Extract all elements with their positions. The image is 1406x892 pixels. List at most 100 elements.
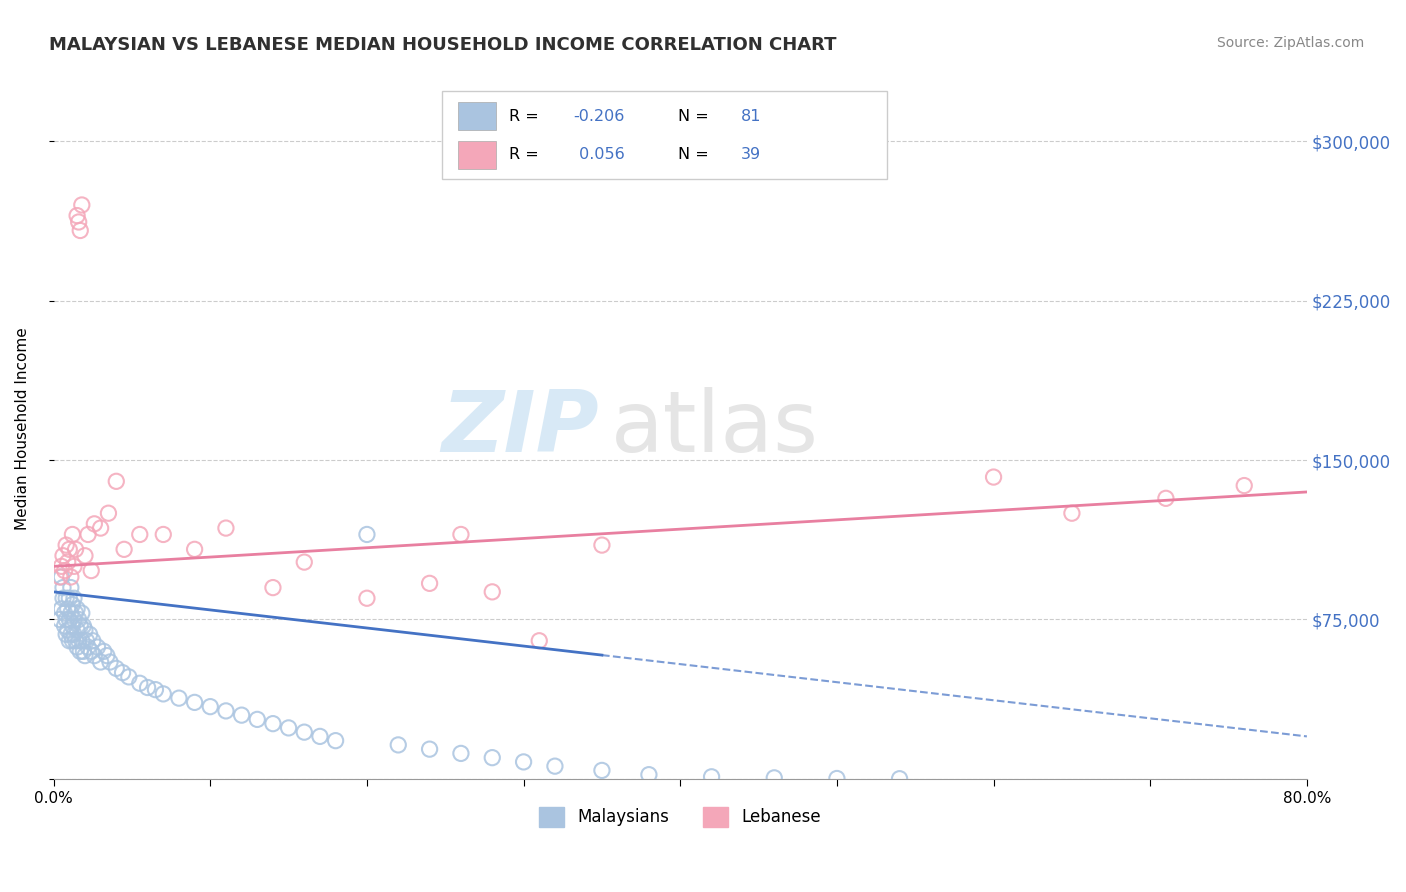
Point xyxy=(55,612,77,626)
Point xyxy=(62,619,84,633)
Point xyxy=(292,555,315,569)
Text: ZIP: ZIP xyxy=(441,386,599,470)
Point xyxy=(97,506,120,520)
Point xyxy=(825,772,848,786)
Point xyxy=(70,633,93,648)
Point xyxy=(215,704,238,718)
Point xyxy=(49,612,72,626)
Point xyxy=(73,648,96,663)
Point xyxy=(66,640,89,654)
Point xyxy=(231,708,253,723)
Y-axis label: Median Household Income: Median Household Income xyxy=(15,326,30,530)
Point xyxy=(49,570,72,584)
Point xyxy=(72,619,94,633)
Point xyxy=(62,527,84,541)
Point xyxy=(63,612,86,626)
Text: atlas: atlas xyxy=(612,386,820,470)
Text: N =: N = xyxy=(678,147,714,162)
Point xyxy=(70,198,93,212)
Point xyxy=(1060,506,1083,520)
Point xyxy=(419,742,441,756)
Point xyxy=(51,559,73,574)
Point xyxy=(52,591,75,606)
Point xyxy=(58,633,80,648)
Point xyxy=(65,633,87,648)
Point xyxy=(152,527,174,541)
Text: R =: R = xyxy=(509,147,544,162)
Point xyxy=(56,555,79,569)
Point xyxy=(73,549,96,563)
Point xyxy=(167,691,190,706)
Point xyxy=(58,612,80,626)
Point xyxy=(51,570,73,584)
Point xyxy=(70,606,93,620)
Bar xyxy=(458,141,496,169)
Point xyxy=(544,759,567,773)
Text: 81: 81 xyxy=(741,109,761,123)
Point xyxy=(277,721,299,735)
Point xyxy=(83,648,105,663)
Point xyxy=(262,716,284,731)
Point xyxy=(763,771,786,785)
Point xyxy=(63,591,86,606)
Point xyxy=(66,209,89,223)
Point xyxy=(98,655,121,669)
Point xyxy=(325,733,347,747)
Point xyxy=(67,215,90,229)
Point xyxy=(481,585,503,599)
Point xyxy=(73,623,96,637)
Point xyxy=(90,655,112,669)
Point xyxy=(79,627,101,641)
Legend: Malaysians, Lebanese: Malaysians, Lebanese xyxy=(533,800,828,834)
Point xyxy=(1154,491,1177,506)
Point xyxy=(72,644,94,658)
Point xyxy=(356,527,378,541)
Point xyxy=(86,640,108,654)
Bar xyxy=(458,102,496,130)
Point xyxy=(889,772,911,786)
Point xyxy=(53,619,76,633)
Point xyxy=(51,602,73,616)
Point xyxy=(450,527,472,541)
Text: -0.206: -0.206 xyxy=(574,109,626,123)
Point xyxy=(58,591,80,606)
Text: 0.056: 0.056 xyxy=(574,147,624,162)
Point xyxy=(128,527,150,541)
Point xyxy=(591,538,613,552)
Point xyxy=(82,633,104,648)
Point xyxy=(700,770,723,784)
Point xyxy=(387,738,409,752)
Point xyxy=(512,755,534,769)
Point xyxy=(591,764,613,778)
Point xyxy=(105,475,128,489)
Text: MALAYSIAN VS LEBANESE MEDIAN HOUSEHOLD INCOME CORRELATION CHART: MALAYSIAN VS LEBANESE MEDIAN HOUSEHOLD I… xyxy=(49,36,837,54)
Point xyxy=(53,564,76,578)
Point xyxy=(66,623,89,637)
Point xyxy=(59,606,82,620)
Point xyxy=(83,516,105,531)
Point xyxy=(356,591,378,606)
Point xyxy=(529,633,551,648)
Point xyxy=(481,750,503,764)
Text: 39: 39 xyxy=(741,147,761,162)
Point xyxy=(93,644,115,658)
Point xyxy=(152,687,174,701)
Point xyxy=(69,619,91,633)
Point xyxy=(63,559,86,574)
Point xyxy=(67,633,90,648)
Point xyxy=(215,521,238,535)
Point xyxy=(53,606,76,620)
Text: R =: R = xyxy=(509,109,544,123)
Point xyxy=(66,602,89,616)
Point xyxy=(112,542,135,557)
Point xyxy=(450,747,472,761)
Point xyxy=(90,521,112,535)
Point xyxy=(262,581,284,595)
Point xyxy=(105,661,128,675)
Point xyxy=(246,713,269,727)
Point xyxy=(69,223,91,237)
Point xyxy=(136,681,159,695)
Point xyxy=(183,542,205,557)
Point xyxy=(80,564,103,578)
Point xyxy=(183,695,205,709)
